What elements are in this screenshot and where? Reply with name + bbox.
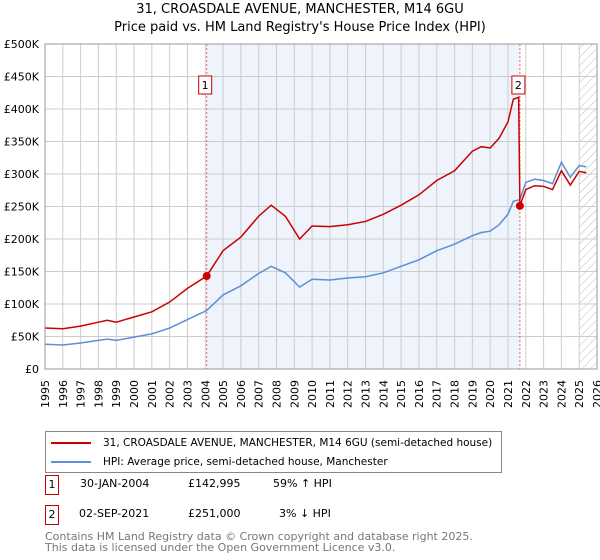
y-tick-label: £400K — [4, 103, 40, 116]
transaction-date: 30-JAN-2004 — [80, 477, 150, 490]
x-tick-label: 2017 — [431, 380, 444, 408]
transaction-hpi: 59% ↑ HPI — [273, 477, 332, 490]
x-tick-label: 2000 — [128, 380, 141, 408]
x-tick-label: 1995 — [39, 380, 52, 408]
x-tick-label: 2022 — [520, 380, 533, 408]
x-tick-label: 2008 — [270, 380, 283, 408]
legend-swatch — [51, 461, 91, 463]
x-tick-label: 2015 — [395, 380, 408, 408]
x-tick-label: 2005 — [217, 380, 230, 408]
sale-point — [202, 272, 211, 281]
y-tick-label: £500K — [4, 38, 40, 51]
sale-point — [515, 201, 524, 210]
legend-label: 31, CROASDALE AVENUE, MANCHESTER, M14 6G… — [103, 437, 493, 449]
price-chart: 1995 1996 1997 1998 1999 2000 2001 2002 2003 2004… — [4, 38, 600, 408]
y-tick-label: £50K — [11, 331, 40, 344]
x-tick-label: 1999 — [110, 380, 123, 408]
y-tick-label: £250K — [4, 201, 40, 214]
y-tick-label: £300K — [4, 168, 40, 181]
legend-label: HPI: Average price, semi-detached house,… — [103, 456, 388, 468]
legend-item-hpi: HPI: Average price, semi-detached house,… — [46, 453, 388, 471]
x-tick-label: 2007 — [253, 380, 266, 408]
marker-label: 1 — [202, 79, 209, 92]
transaction-row: 2 02-SEP-2021 £251,000 3% ↓ HPI — [45, 505, 445, 525]
x-tick-label: 2016 — [413, 380, 426, 408]
x-tick-label: 1997 — [75, 380, 88, 408]
transaction-hpi: 3% ↓ HPI — [279, 507, 331, 520]
x-tick-label: 2023 — [538, 380, 551, 408]
footer-line: Contains HM Land Registry data © Crown c… — [45, 530, 473, 543]
series-line — [44, 160, 587, 346]
marker-badge: 2 — [45, 505, 59, 525]
x-tick-label: 2002 — [164, 380, 177, 408]
x-tick-label: 2001 — [146, 380, 159, 408]
x-tick-label: 2018 — [449, 380, 462, 408]
x-tick-label: 2011 — [324, 380, 337, 408]
marker-badge — [198, 75, 213, 95]
transaction-price: £251,000 — [188, 507, 241, 520]
legend: 31, CROASDALE AVENUE, MANCHESTER, M14 6G… — [45, 431, 502, 473]
transaction-row: 1 30-JAN-2004 £142,995 59% ↑ HPI — [45, 475, 445, 495]
marker-badge — [511, 75, 526, 95]
chart-title: 31, CROASDALE AVENUE, MANCHESTER, M14 6G… — [136, 2, 464, 17]
y-tick-label: £200K — [4, 233, 40, 246]
x-tick-label: 1998 — [92, 380, 105, 408]
x-tick-label: 2004 — [199, 380, 212, 408]
x-tick-label: 2026 — [591, 380, 600, 408]
x-tick-label: 2010 — [306, 380, 319, 408]
x-tick-label: 2003 — [181, 380, 194, 408]
chart-subtitle: Price paid vs. HM Land Registry's House … — [114, 20, 486, 35]
transaction-date: 02-SEP-2021 — [79, 507, 150, 520]
y-tick-label: £150K — [4, 266, 40, 279]
x-tick-label: 2006 — [235, 380, 248, 408]
x-tick-label: 2025 — [573, 380, 586, 408]
x-tick-label: 2012 — [342, 380, 355, 408]
legend-swatch — [51, 442, 91, 444]
footer-line: This data is licensed under the Open Gov… — [45, 541, 396, 554]
y-tick-label: £0 — [25, 363, 39, 376]
x-tick-label: 2013 — [360, 380, 373, 408]
marker-label: 2 — [515, 79, 522, 92]
x-tick-label: 2019 — [466, 380, 479, 408]
plot-frame — [44, 43, 598, 370]
footer: Contains HM Land Registry data © Crown c… — [45, 531, 473, 553]
series-line — [44, 96, 587, 330]
x-tick-label: 2021 — [502, 380, 515, 408]
marker-badge: 1 — [45, 475, 59, 495]
y-tick-label: £450K — [4, 71, 40, 84]
transaction-price: £142,995 — [188, 477, 241, 490]
legend-item-property: 31, CROASDALE AVENUE, MANCHESTER, M14 6G… — [46, 434, 492, 452]
x-tick-label: 2024 — [555, 380, 568, 408]
x-tick-label: 1996 — [57, 380, 70, 408]
y-tick-label: £100K — [4, 298, 40, 311]
x-tick-label: 2020 — [484, 380, 497, 408]
y-tick-label: £350K — [4, 136, 40, 149]
x-tick-label: 2009 — [288, 380, 301, 408]
x-tick-label: 2014 — [377, 380, 390, 408]
